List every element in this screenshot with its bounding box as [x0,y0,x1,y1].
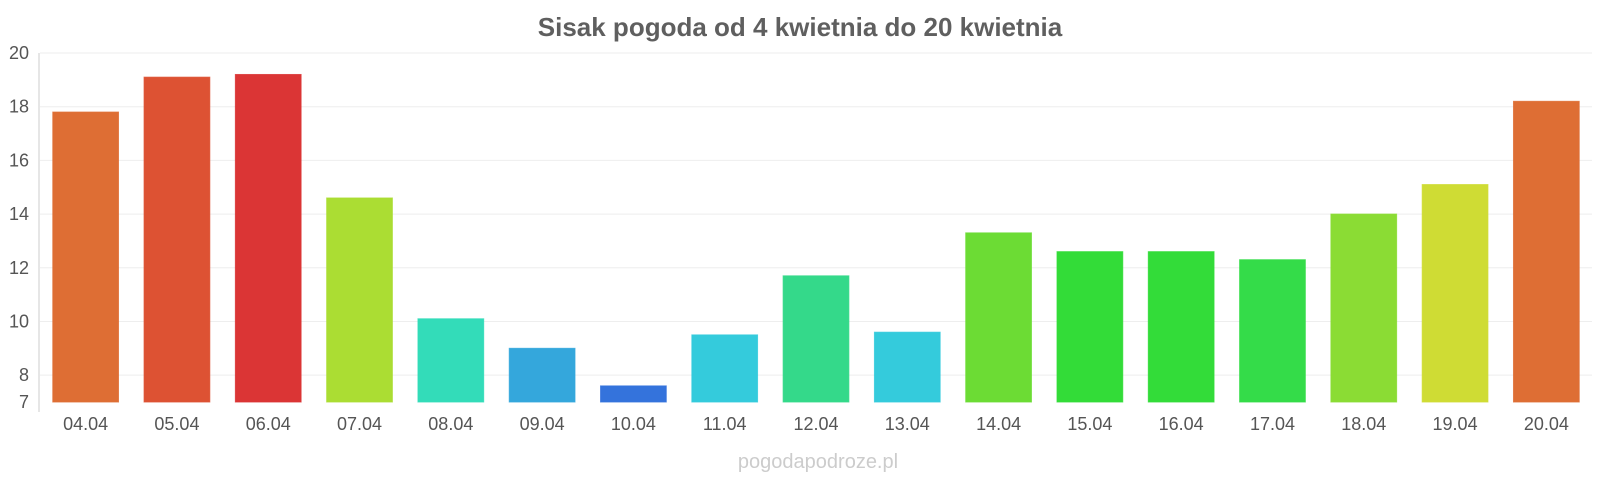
bar [417,318,485,403]
y-tick-label: 20 [9,43,29,63]
chart-title: Sisak pogoda od 4 kwietnia do 20 kwietni… [538,12,1063,42]
x-tick-label: 14.04 [976,414,1021,434]
y-tick-label: 16 [9,150,29,170]
y-tick-label: 14 [9,204,29,224]
bar [1330,213,1398,403]
y-tick-label: 10 [9,311,29,331]
x-tick-label: 18.04 [1341,414,1386,434]
y-tick-label: 18 [9,97,29,117]
y-tick-label: 12 [9,258,29,278]
bar [143,76,211,403]
x-tick-label: 05.04 [154,414,199,434]
bar [1512,100,1580,403]
bar [600,385,667,403]
bar [1147,251,1215,403]
y-axis-ticks: 7 8 10 12 14 16 18 20 [9,43,29,412]
x-tick-label: 20.04 [1524,414,1569,434]
x-tick-label: 11.04 [703,414,747,434]
x-tick-label: 09.04 [520,414,565,434]
bar [52,111,120,403]
x-tick-label: 16.04 [1159,414,1204,434]
bar [326,197,393,403]
x-axis-ticks: 04.04 05.04 06.04 07.04 08.04 09.04 10.04 11.04… [63,414,1569,434]
x-tick-label: 17.04 [1250,414,1295,434]
y-tick-label: 8 [19,365,29,385]
x-tick-label: 08.04 [428,414,473,434]
x-tick-label: 06.04 [246,414,291,434]
bar [508,347,576,403]
x-tick-label: 13.04 [885,414,930,434]
bar [965,232,1032,403]
bar [691,334,759,403]
x-tick-label: 10.04 [611,414,656,434]
x-tick-label: 12.04 [793,414,838,434]
x-tick-label: 04.04 [63,414,108,434]
bars [52,73,1580,403]
x-tick-label: 19.04 [1433,414,1478,434]
watermark: pogodapodroze.pl [738,451,898,473]
bar [873,331,941,403]
bar [1056,251,1124,403]
bar [1421,184,1489,403]
x-tick-label: 15.04 [1067,414,1112,434]
bar [234,73,302,403]
bar [782,275,850,403]
bar [1239,259,1306,403]
y-tick-label: 7 [19,392,29,412]
x-tick-label: 07.04 [337,414,382,434]
